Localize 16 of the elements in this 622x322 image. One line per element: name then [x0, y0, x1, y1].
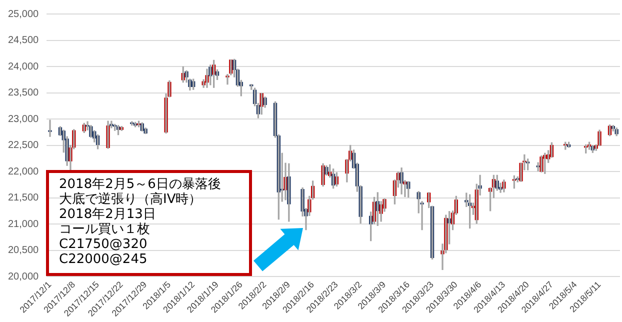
- annotation: C21750@320: [59, 237, 148, 252]
- y-tick-label: 24,000: [8, 61, 40, 72]
- y-tick-label: 23,000: [8, 114, 40, 125]
- y-tick-label: 22,500: [8, 140, 40, 152]
- annotation: 2018年2月5～6日の暴落後大底で逆張り（高IV時）: [59, 177, 222, 207]
- y-tick-label: 21,500: [8, 192, 40, 204]
- y-tick-label: 21,000: [8, 218, 40, 230]
- annotation: 2018年2月13日: [59, 207, 157, 222]
- annotation: C22000@245: [59, 252, 148, 267]
- annotation: コール買い１枚: [59, 222, 151, 237]
- y-tick-label: 20,000: [8, 271, 40, 282]
- y-tick-label: 24,500: [8, 35, 40, 46]
- y-tick-label: 23,500: [8, 88, 40, 99]
- y-tick-label: 20,500: [8, 245, 40, 256]
- y-tick-label: 22,000: [8, 166, 40, 178]
- y-tick-label: 25,000: [8, 8, 40, 20]
